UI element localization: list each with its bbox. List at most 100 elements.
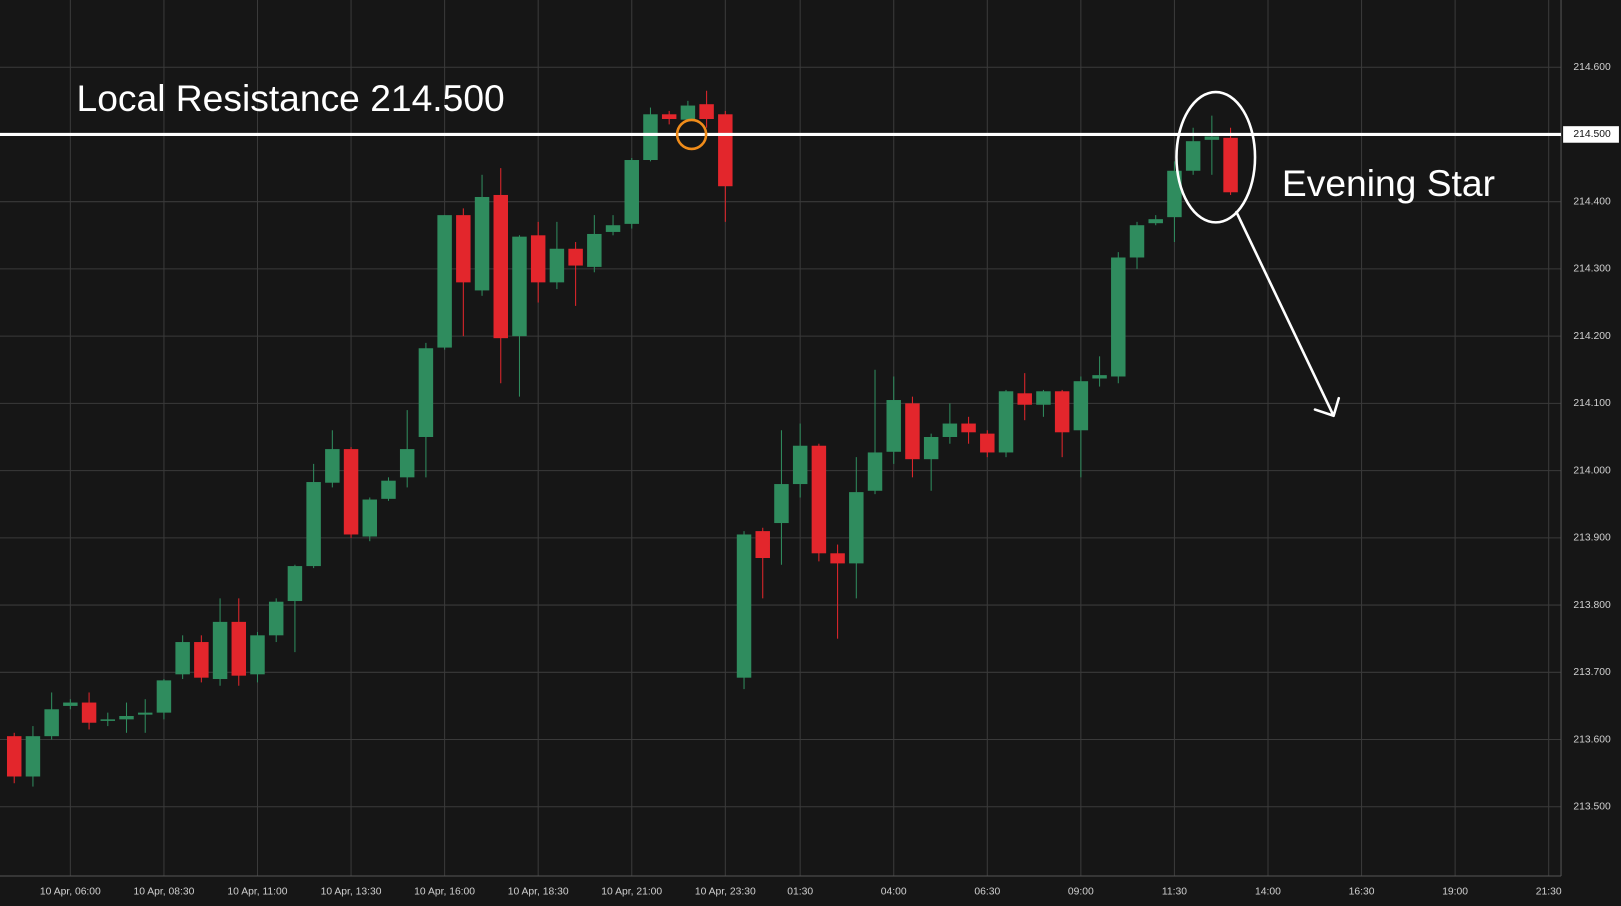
price-label-box	[1563, 126, 1619, 143]
candle-body	[362, 499, 378, 537]
y-tick-label: 213.600	[1573, 734, 1611, 745]
arrow	[1235, 210, 1341, 418]
candle-body	[287, 566, 303, 602]
candle-body	[811, 445, 827, 554]
candle-body	[792, 445, 808, 485]
candle-body	[905, 403, 920, 460]
candle-body	[137, 712, 153, 715]
candle-body	[156, 680, 172, 713]
candle-body	[1054, 391, 1070, 433]
x-tick-label: 11:30	[1162, 886, 1187, 897]
candle-body	[456, 215, 471, 283]
candle-body	[437, 215, 452, 348]
y-tick-label: 214.300	[1573, 264, 1611, 275]
resistance-text: Local Resistance 214.500	[77, 77, 505, 119]
candle-body	[1111, 257, 1126, 377]
x-tick-label: 09:00	[1068, 886, 1094, 897]
candle-body	[643, 114, 658, 161]
y-tick-label: 214.100	[1573, 398, 1611, 409]
candle-body	[998, 391, 1014, 453]
candle-body	[1204, 136, 1220, 140]
candle-body	[119, 715, 134, 720]
candle-body	[343, 449, 359, 535]
candle-body	[587, 233, 602, 267]
candle-body	[512, 236, 527, 337]
candle-body	[1092, 375, 1107, 379]
y-tick-label: 214.000	[1573, 465, 1611, 476]
candle-body	[268, 601, 284, 636]
y-tick-label: 213.700	[1573, 667, 1611, 678]
candle-body	[44, 709, 59, 737]
candle-body	[867, 452, 883, 491]
candle-body	[231, 621, 247, 676]
candle-body	[661, 114, 677, 119]
candle-body	[418, 348, 434, 437]
candle-body	[1129, 225, 1145, 258]
candle-body	[624, 160, 639, 224]
x-tick-label: 21:30	[1536, 886, 1562, 897]
candle-body	[980, 433, 995, 453]
x-tick-label: 14:00	[1255, 886, 1281, 897]
x-tick-label: 10 Apr, 08:30	[133, 886, 194, 897]
y-tick-label: 213.900	[1573, 533, 1611, 544]
x-tick-label: 16:30	[1349, 886, 1375, 897]
x-tick-label: 19:00	[1442, 886, 1468, 897]
candle-body	[1185, 141, 1201, 171]
candle-body	[1073, 381, 1089, 431]
candle-body	[605, 225, 621, 232]
y-tick-label: 214.600	[1573, 62, 1611, 73]
y-tick-label: 214.200	[1573, 331, 1611, 342]
candle-body	[736, 534, 752, 678]
candle-body	[6, 736, 22, 777]
y-tick-label: 214.400	[1573, 196, 1611, 207]
x-tick-label: 10 Apr, 23:30	[695, 886, 756, 897]
marker-circle	[675, 118, 708, 151]
candle-body	[399, 449, 415, 478]
candle-body	[530, 235, 546, 283]
candle-body	[306, 482, 321, 567]
candle-body	[63, 702, 78, 706]
candle-body	[849, 492, 864, 564]
candle-body	[250, 635, 265, 675]
y-tick-label: 213.500	[1573, 801, 1611, 812]
candle-body	[325, 449, 340, 483]
x-tick-label: 01:30	[787, 886, 813, 897]
x-tick-label: 10 Apr, 13:30	[321, 886, 382, 897]
candle-body	[923, 436, 939, 460]
candle-body	[1148, 219, 1163, 224]
candle-body	[1017, 393, 1032, 405]
price-label: 214.500	[1573, 129, 1611, 140]
candle-body	[568, 248, 583, 266]
x-tick-label: 04:00	[881, 886, 907, 897]
candle-body	[886, 400, 901, 452]
candle-body	[1223, 137, 1238, 193]
candle-body	[474, 196, 490, 291]
candle-body	[699, 104, 714, 119]
x-tick-label: 10 Apr, 18:30	[508, 886, 569, 897]
x-tick-label: 06:30	[974, 886, 1000, 897]
candle-body	[718, 114, 733, 187]
candle-body	[25, 736, 41, 777]
candle-body	[830, 553, 845, 564]
candle-body	[961, 423, 976, 433]
x-tick-label: 10 Apr, 16:00	[414, 886, 475, 897]
annotation-text: Evening Star	[1282, 162, 1495, 204]
y-tick-label: 213.800	[1573, 600, 1611, 611]
candle-body	[175, 642, 190, 675]
x-tick-label: 10 Apr, 06:00	[40, 886, 101, 897]
candle-body	[493, 194, 508, 339]
x-tick-label: 10 Apr, 11:00	[227, 886, 287, 897]
candle-body	[194, 642, 209, 678]
candle-body	[212, 621, 228, 680]
candle-body	[755, 531, 770, 559]
pattern-ellipse	[1175, 90, 1257, 224]
candle-body	[1036, 391, 1051, 405]
candle-body	[774, 484, 789, 524]
x-tick-label: 10 Apr, 21:00	[601, 886, 662, 897]
candle-body	[549, 248, 565, 283]
candle-body	[100, 719, 116, 721]
candle-body	[680, 105, 696, 120]
